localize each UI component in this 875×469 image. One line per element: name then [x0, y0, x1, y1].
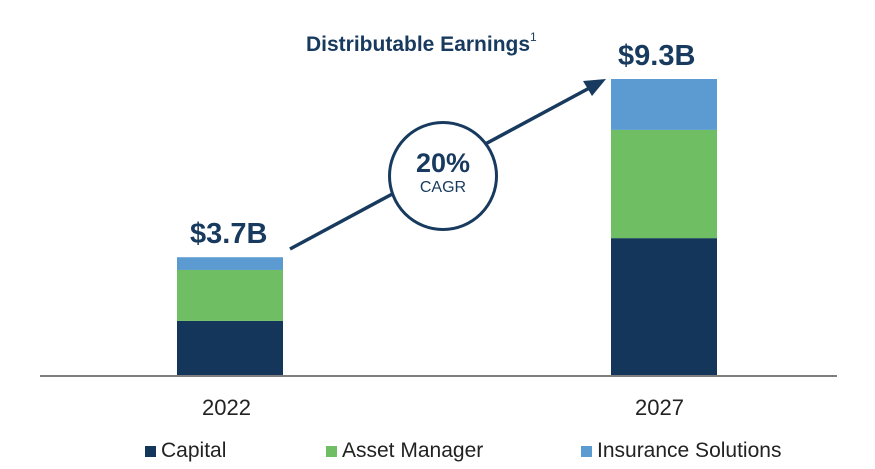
bar-2027-asset-manager	[611, 129, 717, 239]
bars-group	[177, 79, 717, 375]
legend-swatch-insurance-solutions	[581, 445, 592, 457]
cagr-label: CAGR	[419, 179, 467, 196]
cagr-value: 20%	[415, 148, 471, 178]
x-tick-2027: 2027	[635, 395, 684, 420]
bar-2022-asset-manager	[177, 269, 283, 321]
legend-label-asset-manager: Asset Manager	[342, 439, 484, 462]
cagr-badge: 20% CAGR	[388, 121, 498, 231]
legend-swatch-capital	[145, 445, 156, 457]
chart-title: Distributable Earnings1	[306, 30, 537, 56]
title-footnote: 1	[530, 30, 537, 44]
legend-item-capital: Capital	[145, 439, 226, 463]
legend-item-asset-manager: Asset Manager	[326, 439, 483, 463]
legend: Capital Asset Manager Insurance Solution…	[0, 439, 875, 465]
bar-2022-capital	[177, 320, 283, 375]
x-tick-2022: 2022	[202, 395, 251, 420]
bar-2022-insurance-solutions	[177, 257, 283, 270]
total-label-2022: $3.7B	[190, 218, 268, 250]
bar-2027-capital	[611, 238, 717, 375]
total-label-2027: $9.3B	[618, 40, 696, 72]
legend-item-insurance-solutions: Insurance Solutions	[581, 439, 781, 463]
legend-label-insurance-solutions: Insurance Solutions	[597, 439, 782, 462]
legend-swatch-asset-manager	[326, 445, 337, 457]
bar-2027-insurance-solutions	[611, 79, 717, 130]
legend-label-capital: Capital	[161, 439, 227, 462]
